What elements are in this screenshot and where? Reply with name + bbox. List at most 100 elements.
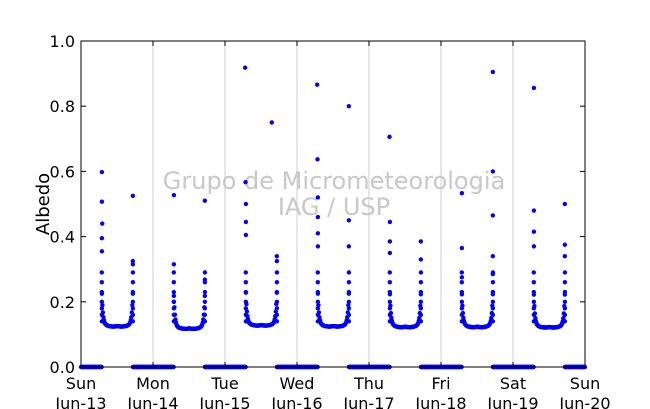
x-tick-weekday: Sat: [500, 374, 526, 393]
data-point: [99, 169, 105, 175]
data-point: [99, 312, 105, 318]
data-point: [315, 280, 321, 285]
data-point: [243, 270, 248, 275]
data-point: [99, 299, 105, 304]
data-point: [99, 236, 105, 241]
data-point: [562, 289, 568, 295]
data-point: [387, 280, 393, 285]
data-point: [243, 219, 249, 225]
data-point: [99, 270, 104, 275]
data-point: [274, 299, 280, 304]
x-tick-date: Jun-20: [558, 394, 610, 409]
data-point: [490, 280, 496, 285]
data-point: [459, 270, 464, 275]
data-point: [346, 244, 352, 249]
data-point: [130, 299, 136, 304]
data-point: [99, 289, 105, 295]
data-point: [99, 280, 105, 285]
data-point: [274, 280, 280, 285]
data-point: [387, 250, 393, 256]
data-point: [315, 157, 320, 162]
data-point: [243, 179, 248, 185]
data-point: [171, 280, 177, 285]
x-tick-date: Jun-19: [486, 394, 538, 409]
data-point: [531, 312, 537, 318]
data-point: [171, 319, 177, 324]
data-point: [418, 312, 424, 318]
data-point: [202, 293, 208, 299]
y-tick-label: 0.0: [50, 358, 75, 377]
data-point: [387, 306, 393, 311]
data-point: [274, 258, 280, 264]
data-point: [171, 193, 177, 198]
data-point: [531, 85, 537, 91]
data-point: [346, 289, 352, 295]
data-point: [315, 299, 321, 304]
x-tick-weekday: Sun: [66, 374, 96, 393]
data-point: [100, 302, 105, 308]
data-point: [562, 280, 568, 285]
x-tick-weekday: Thu: [353, 374, 384, 393]
y-tick-label: 0.6: [50, 162, 75, 181]
data-point: [387, 239, 393, 244]
data-point: [130, 306, 136, 311]
data-point: [315, 244, 321, 249]
data-point: [243, 232, 249, 238]
data-point: [531, 280, 537, 285]
x-tick-date: Jun-13: [54, 394, 106, 409]
data-point: [243, 201, 249, 207]
data-point: [459, 191, 465, 196]
data-point: [459, 312, 465, 318]
data-point: [459, 245, 465, 251]
data-point: [418, 280, 424, 285]
data-point: [346, 280, 352, 285]
data-point: [202, 306, 208, 311]
data-point: [130, 193, 136, 199]
data-point: [314, 82, 320, 87]
data-point: [242, 65, 248, 70]
data-point: [418, 299, 424, 304]
data-point: [202, 270, 208, 275]
data-point: [459, 319, 465, 324]
data-point: [459, 280, 465, 285]
watermark-line-1: Grupo de Micrometeorologia: [163, 167, 505, 195]
data-point: [531, 208, 537, 213]
x-tick-weekday: Fri: [431, 374, 450, 393]
data-point: [490, 312, 496, 318]
data-point: [243, 299, 249, 304]
data-point: [531, 270, 536, 275]
data-point: [531, 289, 537, 295]
y-axis-label: Albedo: [33, 173, 54, 235]
data-point: [202, 312, 208, 318]
data-point: [490, 271, 496, 277]
plot-frame: [80, 40, 586, 368]
data-point: [346, 302, 351, 308]
data-point: [418, 239, 424, 244]
data-point: [99, 199, 105, 204]
data-point: [531, 299, 537, 304]
data-point: [202, 277, 208, 282]
data-point: [562, 299, 568, 304]
data-point: [490, 306, 496, 311]
data-point: [531, 229, 537, 234]
data-point: [418, 257, 424, 262]
data-point: [459, 299, 465, 304]
data-point: [387, 312, 393, 318]
y-axis: 0.0 0.2 0.4 0.6 0.8 1.0: [50, 32, 585, 377]
data-point: [346, 104, 352, 109]
data-point: [130, 312, 136, 318]
data-point: [171, 299, 177, 304]
data-point: [130, 289, 136, 295]
data-point: [418, 270, 424, 275]
data-point: [99, 306, 105, 311]
data-point: [387, 219, 393, 225]
data-point: [346, 319, 352, 324]
data-point: [562, 319, 568, 324]
data-point: [531, 319, 537, 324]
x-tick-date: Jun-14: [126, 394, 178, 409]
data-point: [171, 262, 177, 267]
data-point: [418, 289, 424, 295]
data-point: [243, 319, 249, 324]
x-tick-weekday: Tue: [210, 374, 238, 393]
